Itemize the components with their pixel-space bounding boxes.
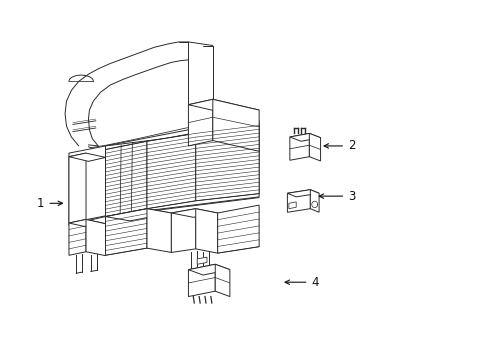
Text: 4: 4: [285, 276, 318, 289]
Polygon shape: [195, 126, 259, 201]
Polygon shape: [289, 134, 320, 141]
Polygon shape: [289, 134, 309, 160]
Polygon shape: [171, 209, 195, 252]
Polygon shape: [105, 127, 259, 216]
Polygon shape: [69, 220, 86, 255]
Polygon shape: [310, 190, 319, 212]
Polygon shape: [69, 146, 105, 223]
Polygon shape: [188, 99, 259, 116]
Polygon shape: [69, 220, 105, 227]
Polygon shape: [105, 209, 147, 255]
Polygon shape: [309, 134, 320, 161]
Polygon shape: [69, 153, 105, 161]
Polygon shape: [147, 134, 195, 209]
Text: 3: 3: [319, 190, 355, 203]
Polygon shape: [212, 99, 259, 151]
Polygon shape: [288, 202, 296, 209]
Polygon shape: [197, 257, 206, 264]
Text: 2: 2: [324, 139, 355, 152]
Polygon shape: [287, 190, 319, 197]
Polygon shape: [91, 121, 259, 152]
Polygon shape: [105, 141, 147, 217]
Polygon shape: [195, 209, 217, 253]
Polygon shape: [188, 99, 212, 146]
Polygon shape: [147, 209, 171, 252]
Polygon shape: [188, 264, 229, 275]
Polygon shape: [217, 205, 259, 253]
Polygon shape: [215, 264, 229, 297]
Polygon shape: [86, 220, 105, 256]
Polygon shape: [105, 123, 259, 150]
Polygon shape: [188, 264, 215, 297]
Polygon shape: [171, 209, 217, 217]
Polygon shape: [69, 153, 86, 225]
Polygon shape: [287, 190, 310, 212]
Text: 1: 1: [37, 197, 62, 210]
Polygon shape: [105, 209, 171, 221]
